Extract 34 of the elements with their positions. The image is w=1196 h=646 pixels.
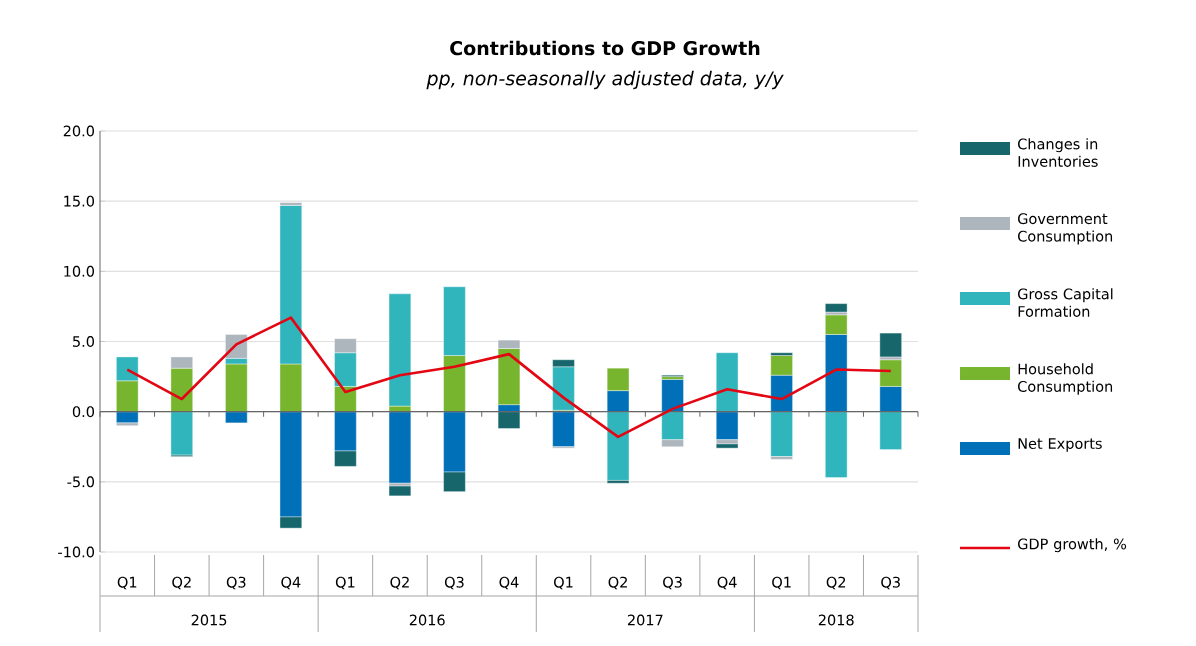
x-tick-label: Q4 xyxy=(717,576,737,590)
legend-label: Household Consumption xyxy=(1018,363,1113,395)
legend-label: Changes in Inventories xyxy=(1018,138,1098,167)
y-tick-label: 5.0 xyxy=(73,336,95,347)
y-tick-label: 15.0 xyxy=(64,195,95,207)
x-tick-label: Q3 xyxy=(444,576,464,590)
x-tick-label: Q2 xyxy=(826,576,846,590)
legend-label: Net Exports xyxy=(1018,438,1102,452)
chart-subtitle: pp, non-seasonally adjusted data, y/y xyxy=(426,70,784,90)
text: 2016 xyxy=(409,614,445,626)
x-tick-label: Q4 xyxy=(499,576,519,590)
x-tick-label: Q1 xyxy=(554,576,573,590)
y-tick-label: 10.0 xyxy=(64,265,95,277)
x-tick-label: Q3 xyxy=(881,576,900,590)
legend-label: Government Consumption xyxy=(1018,213,1113,245)
x-tick-label: Q2 xyxy=(608,576,627,590)
x-tick-label: Q4 xyxy=(281,576,301,590)
chart-title: Contributions to GDP Growth xyxy=(450,40,760,56)
x-tick-label: Q3 xyxy=(226,576,246,590)
x-tick-label: Q3 xyxy=(663,576,682,590)
x-tick-label: Q2 xyxy=(390,576,409,590)
text: 2018 xyxy=(818,614,854,626)
x-tick-label: Q1 xyxy=(117,576,137,590)
y-tick-label: -5.0 xyxy=(67,476,95,488)
y-tick-label: -10.0 xyxy=(58,546,95,558)
x-tick-label: Q2 xyxy=(172,576,191,590)
x-tick-label: Q1 xyxy=(335,576,355,590)
legend-label: GDP growth, % xyxy=(1018,538,1127,553)
text: 2017 xyxy=(627,614,663,626)
y-tick-label: 0.0 xyxy=(72,406,95,418)
x-tick-label: Q1 xyxy=(772,576,791,590)
y-tick-label: 20.0 xyxy=(63,125,95,137)
text: 2015 xyxy=(191,614,227,626)
legend-label: Gross Capital Formation xyxy=(1018,288,1113,317)
